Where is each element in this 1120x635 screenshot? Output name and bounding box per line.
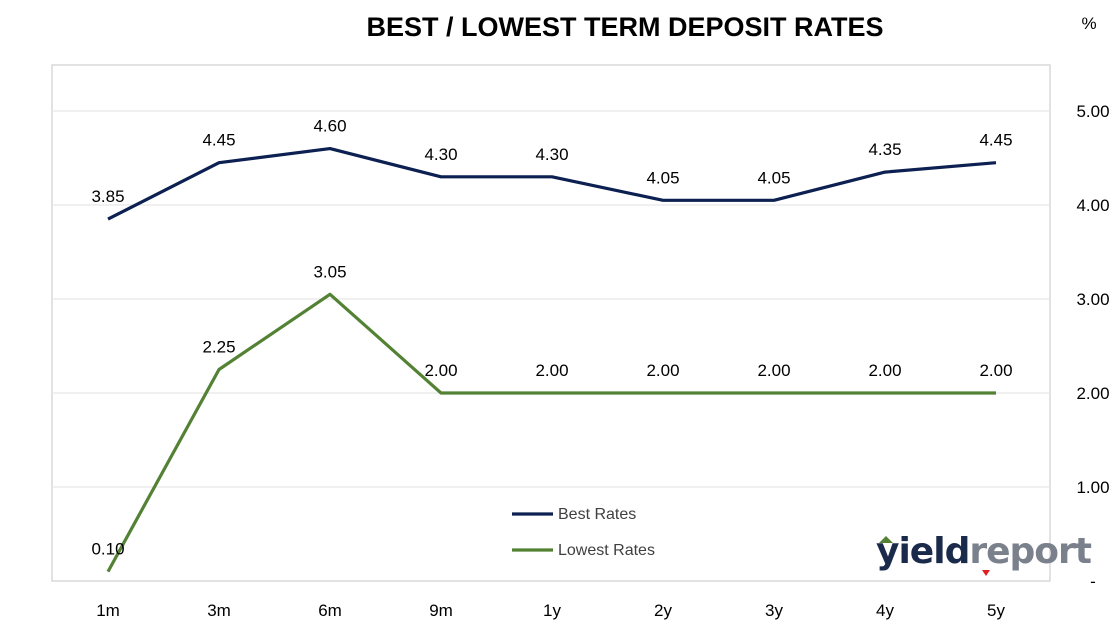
x-tick-label: 9m [429,601,453,620]
data-label: 4.30 [535,145,568,164]
series-group [106,147,997,573]
logo-report-text: report [969,531,1092,572]
gridlines [52,110,1050,488]
x-tick-label: 1m [96,601,120,620]
x-tick-label: 6m [318,601,342,620]
y-tick-label: 2.00 [1076,384,1109,403]
logo-yield-text: yield [876,531,970,572]
data-label: 4.05 [757,168,790,187]
logo-down-arrow-icon [982,570,990,576]
data-labels: 3.85 4.45 4.60 4.30 4.30 4.05 4.05 4.35 4.45 0.10… [91,117,1012,559]
series-line-lowest-rates [106,292,996,573]
x-tick-label: 4y [876,601,894,620]
y-tick-label: - [1090,572,1096,591]
data-label: 0.10 [91,540,124,559]
data-label: 2.00 [535,361,568,380]
y-axis-ticks: - 1.00 2.00 3.00 4.00 5.00 [1076,102,1109,591]
logo-up-arrow-icon [879,536,893,543]
x-tick-label: 3m [207,601,231,620]
data-label: 4.30 [424,145,457,164]
data-label: 3.05 [313,262,346,281]
data-label: 2.25 [202,338,235,357]
data-label: 2.00 [424,361,457,380]
logo-graphic [879,536,990,576]
yieldreport-logo: yieldreport [876,530,1092,580]
data-label: 2.00 [979,361,1012,380]
x-tick-label: 3y [765,601,783,620]
series-line-best-rates [107,147,997,221]
legend: Best Rates Lowest Rates [512,506,655,559]
legend-label: Best Rates [558,506,636,523]
data-label: 4.45 [202,131,235,150]
y-unit-label: % [1081,14,1096,33]
data-label: 4.45 [979,131,1012,150]
plot-area-border [51,64,1051,582]
legend-label: Lowest Rates [558,542,655,559]
logo-wordmark: yieldreport [876,531,1092,572]
data-label: 4.60 [313,117,346,136]
y-tick-label: 1.00 [1076,478,1109,497]
y-tick-label: 4.00 [1076,196,1109,215]
data-label: 4.05 [646,168,679,187]
data-label: 2.00 [757,361,790,380]
y-tick-label: 3.00 [1076,290,1109,309]
x-tick-label: 2y [654,601,672,620]
x-tick-label: 1y [543,601,561,620]
x-axis-ticks: 1m 3m 6m 9m 1y 2y 3y 4y 5y [96,601,1005,620]
x-tick-label: 5y [987,601,1005,620]
data-label: 3.85 [91,187,124,206]
data-label: 2.00 [646,361,679,380]
data-label: 4.35 [868,140,901,159]
data-label: 2.00 [868,361,901,380]
y-tick-label: 5.00 [1076,102,1109,121]
